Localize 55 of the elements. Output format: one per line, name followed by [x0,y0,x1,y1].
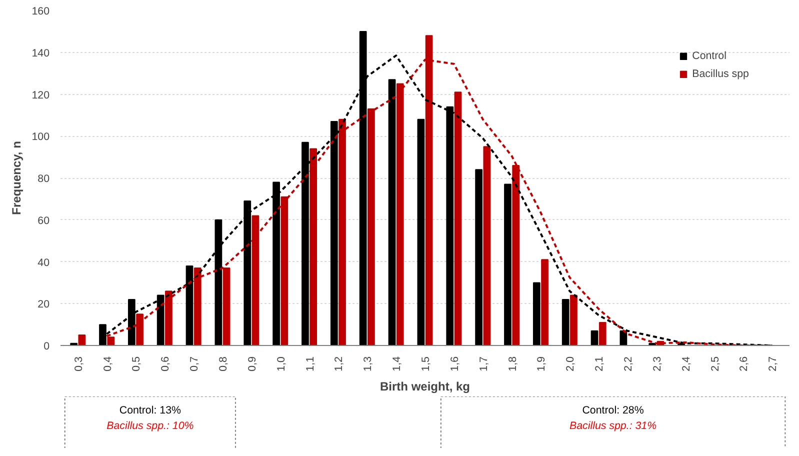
text: Control: 28% [582,404,644,416]
x-tick-label: 1,4 [391,356,404,372]
text: Bacillus spp.: 31% [570,420,658,432]
x-tick-label: 1,5 [420,356,432,372]
x-tick-label: 0,6 [160,356,172,372]
x-tick-label: 2,1 [594,356,606,372]
x-tick-label: 2,5 [709,356,722,372]
y-tick-label: 60 [38,214,50,227]
x-tick-label: 2,3 [651,356,664,372]
y-tick-label: 120 [32,89,50,102]
x-tick-label: 0,5 [130,356,143,372]
bar [562,298,570,346]
x-tick-label: 1,2 [333,356,346,372]
bar [532,282,540,346]
x-tick-label: 0,4 [102,356,114,372]
x-tick-label: 0,9 [246,356,258,372]
bar [598,322,606,346]
x-tick-label: 2,0 [564,356,577,372]
y-tick-label: 80 [38,173,50,185]
legend-label: Bacillus spp [692,68,749,80]
bar [417,118,425,346]
y-tick-label: 20 [38,298,50,311]
bar [541,259,548,346]
bar [388,79,396,346]
bar [454,92,462,346]
bar [483,146,491,346]
y-tick-label: 0 [44,340,50,352]
text: Bacillus spp.: 10% [106,420,194,432]
y-tick-label: 100 [32,131,50,144]
bar [504,184,512,346]
x-tick-label: 1,8 [506,356,519,372]
y-tick-label: 40 [38,256,50,269]
y-tick-label: 140 [32,47,50,60]
legend-label: Control [692,50,726,62]
x-tick-label: 1,6 [448,356,461,372]
text: Control: 13% [119,404,182,416]
x-tick-label: 0,7 [188,356,201,372]
x-tick-label: 1,0 [275,356,288,372]
x-axis-title: Birth weight, kg [380,379,470,394]
bar [475,169,482,346]
x-tick-label: 0,8 [218,356,230,372]
x-tick-label: 1,3 [362,356,374,372]
bar [570,294,578,346]
x-tick-label: 1,7 [478,356,490,372]
x-tick-label: 2,7 [767,356,780,372]
y-axis-title: Frequency, n [10,141,24,215]
x-tick-label: 1,1 [304,356,316,372]
y-tick-label: 160 [32,6,50,18]
x-tick-label: 2,6 [738,356,750,372]
bar [590,330,598,346]
x-tick-label: 1,9 [536,356,548,372]
x-tick-label: 2,4 [680,356,692,372]
x-tick-label: 0,3 [72,356,85,372]
bar [78,334,86,346]
x-tick-label: 2,2 [622,356,634,372]
